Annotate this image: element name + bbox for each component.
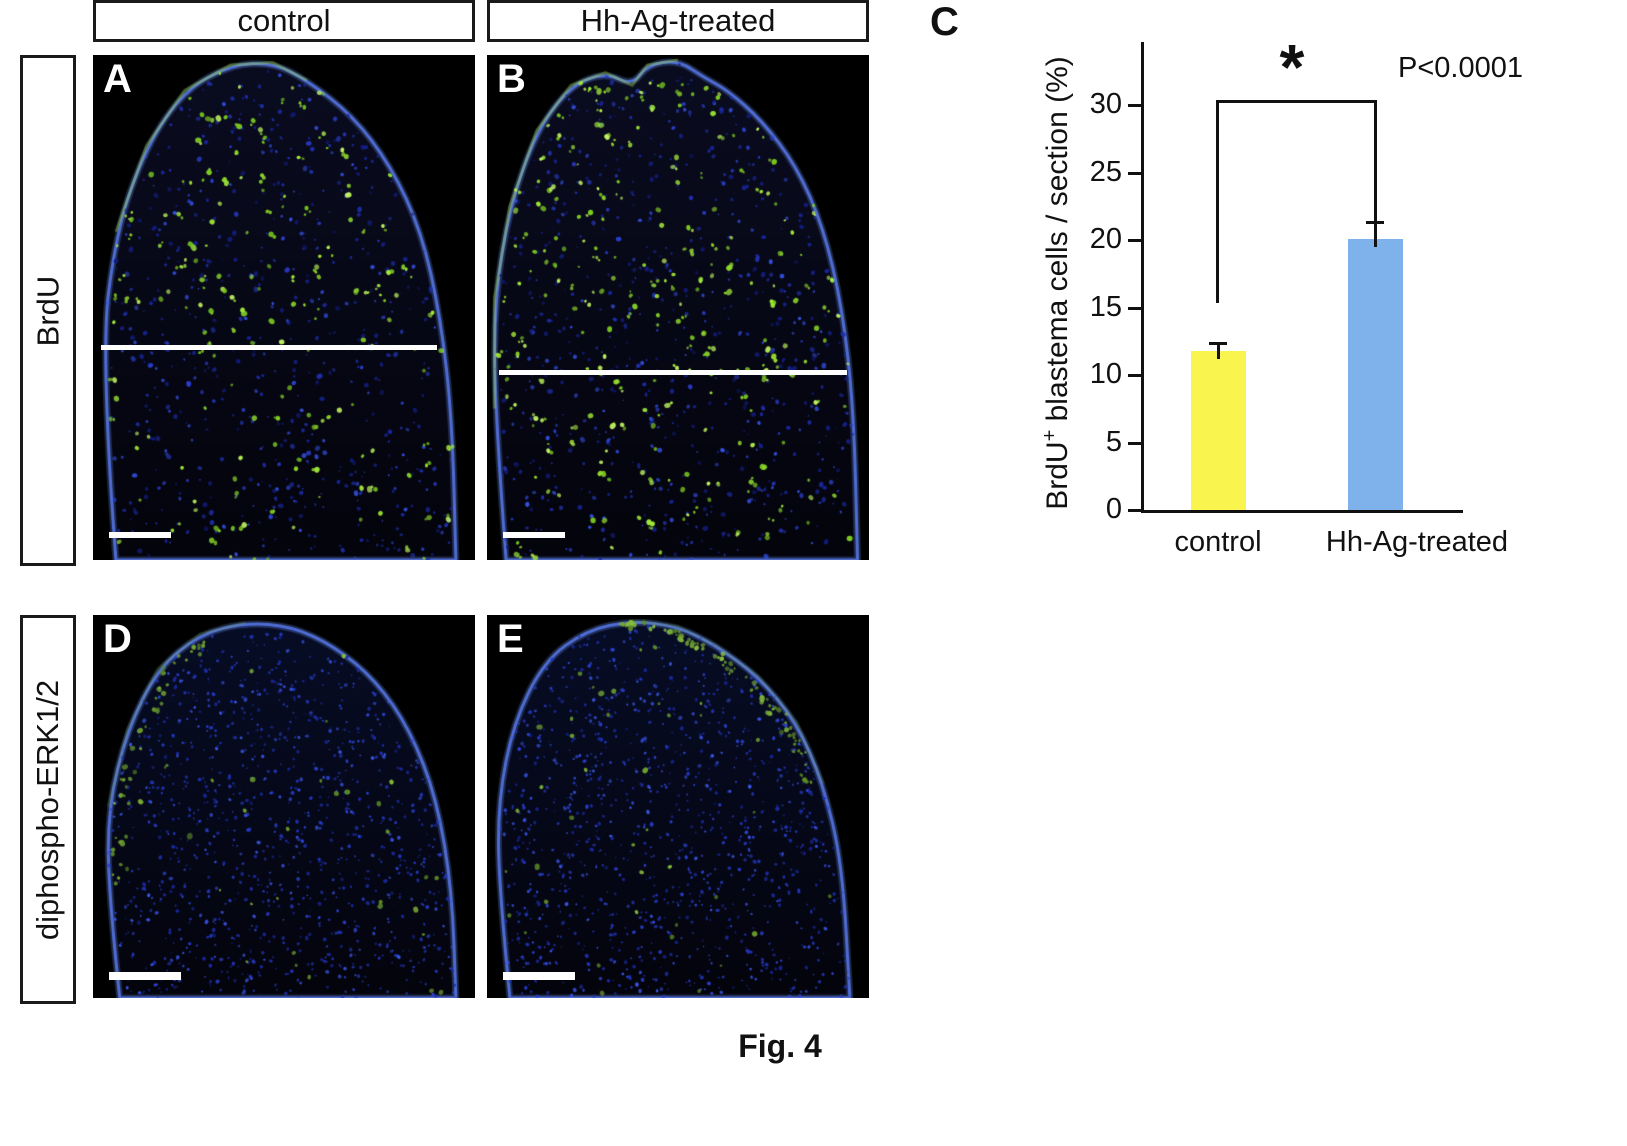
panel-letter-d: D [103,617,132,661]
bar-control [1190,350,1246,510]
y-tick-mark [1128,104,1141,107]
figure-caption: Fig. 4 [738,1028,822,1064]
y-tick-label: 5 [1105,425,1122,458]
y-tick-mark [1128,239,1141,242]
chart-y-axis [1141,42,1144,513]
y-tick-label: 25 [1089,155,1122,188]
panel-letter-c: C [930,0,959,44]
panel-letter-e: E [497,617,524,661]
micrograph-panel-d: D [93,615,475,998]
column-header-control-label: control [237,3,331,38]
y-tick-mark [1128,306,1141,310]
micrograph-canvas-b [487,55,869,560]
y-tick-mark [1128,509,1141,512]
y-tick-label: 15 [1089,290,1122,323]
micrograph-canvas-e [487,615,869,998]
error-bar-line [1373,222,1377,247]
p-value-text: P<0.0001 [1398,52,1523,84]
error-bar-cap [1209,341,1227,345]
y-tick-mark [1128,171,1141,175]
significance-bracket-left [1216,100,1219,303]
significance-bracket-top [1216,100,1377,103]
error-bar-line [1216,342,1220,359]
significance-bracket-right [1374,100,1377,223]
row-label-brdu-text: BrdU [30,275,66,346]
row-label-diphospho-erk: diphospho-ERK1/2 [20,615,76,1004]
y-tick-label: 30 [1089,88,1122,120]
amputation-plane-line [499,370,847,375]
x-axis-label-control: control [1174,526,1262,558]
y-tick-label: 0 [1105,493,1122,525]
amputation-plane-line [101,345,437,350]
column-header-treated-label: Hh-Ag-treated [580,3,776,38]
panel-letter-b: B [497,57,526,101]
micrograph-panel-a: A [93,55,475,560]
x-axis-label-hh-ag-treated: Hh-Ag-treated [1325,526,1509,558]
micrograph-panel-e: E [487,615,869,998]
significance-asterisk: * [1279,31,1305,103]
y-tick-label: 20 [1089,223,1122,255]
micrograph-canvas-a [93,55,475,560]
bar-hh-ag-treated [1347,238,1403,510]
column-header-control: control [93,0,475,42]
y-tick-mark [1128,441,1141,445]
scale-bar [503,972,575,980]
panel-letter-a: A [103,57,132,101]
y-tick-label: 10 [1089,358,1122,390]
scale-bar [109,972,181,980]
y-tick-mark [1128,374,1141,377]
scale-bar [109,532,171,538]
micrograph-canvas-d [93,615,475,998]
chart-x-axis [1141,510,1463,513]
ylabel-superscript: + [1039,429,1061,442]
micrograph-panel-b: B [487,55,869,560]
column-header-treated: Hh-Ag-treated [487,0,869,42]
scale-bar [503,532,565,538]
row-label-diphospho-erk-text: diphospho-ERK1/2 [30,679,66,940]
row-label-brdu: BrdU [20,55,76,566]
ylabel-base: BrdU [1041,441,1074,510]
ylabel-rest: blastema cells / section (%) [1041,56,1074,430]
chart-y-axis-label: BrdU+ blastema cells / section (%) [1039,56,1075,510]
